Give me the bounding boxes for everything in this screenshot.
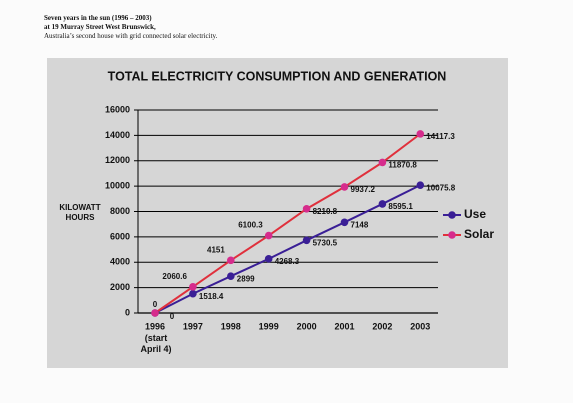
y-tick-label: 12000 xyxy=(105,155,130,165)
data-label: 8595.1 xyxy=(388,202,413,211)
data-label: 0 xyxy=(153,300,158,309)
data-label: 4151 xyxy=(207,245,225,254)
point xyxy=(340,218,349,227)
point xyxy=(416,181,425,189)
legend-marker xyxy=(448,211,456,219)
x-tick-label: 2002 xyxy=(372,321,392,331)
data-label: 5730.5 xyxy=(313,238,338,247)
series-line xyxy=(154,133,421,314)
data-label: 11870.8 xyxy=(388,160,417,169)
data-label: 7148 xyxy=(351,220,369,229)
y-tick-label: 0 xyxy=(125,307,130,317)
y-axis-label: HOURS xyxy=(66,213,96,222)
legend-label: Solar xyxy=(464,227,494,241)
point xyxy=(189,283,197,291)
data-label: 0 xyxy=(170,312,175,321)
data-label: 4268.3 xyxy=(275,257,300,266)
data-label: 10075.8 xyxy=(426,183,455,192)
header-address: at 19 Murray Street West Brunswick, xyxy=(44,23,156,31)
data-label: 1518.4 xyxy=(199,292,224,301)
point xyxy=(378,200,387,208)
data-label: 6100.3 xyxy=(238,221,263,230)
header-title: Seven years in the sun (1996 – 2003) xyxy=(44,14,152,22)
y-tick-label: 4000 xyxy=(110,257,130,267)
point xyxy=(340,183,349,191)
x-tick-label: 2000 xyxy=(297,321,317,331)
x-tick-label: 1999 xyxy=(259,321,279,331)
x-note: (start April 4) xyxy=(140,333,172,354)
point xyxy=(302,236,311,245)
point xyxy=(378,158,387,167)
point xyxy=(302,205,311,213)
point xyxy=(264,255,273,263)
data-label: 8210.8 xyxy=(313,207,338,216)
chart-title: TOTAL ELECTRICITY CONSUMPTION AND GENERA… xyxy=(108,69,447,83)
point xyxy=(227,256,235,265)
point xyxy=(227,272,235,281)
y-tick-label: 14000 xyxy=(105,130,130,140)
y-axis-label: KILOWATT xyxy=(59,203,100,212)
y-tick-label: 6000 xyxy=(110,231,130,241)
x-tick-label: 2003 xyxy=(410,321,430,331)
series-line xyxy=(154,184,421,314)
x-tick-label: 2001 xyxy=(334,321,354,331)
y-tick-label: 2000 xyxy=(110,282,130,292)
point xyxy=(416,130,425,138)
point xyxy=(264,231,273,240)
x-tick-label: 1996 xyxy=(145,321,165,331)
data-label: 14117.3 xyxy=(426,132,455,141)
data-label: 2899 xyxy=(237,274,255,283)
y-tick-label: 16000 xyxy=(105,104,130,114)
point xyxy=(189,289,197,298)
x-tick-label: 1997 xyxy=(183,321,203,331)
data-label: 9937.2 xyxy=(351,185,376,194)
point xyxy=(151,309,159,317)
legend-marker xyxy=(448,231,456,239)
data-label: 2060.6 xyxy=(162,272,187,281)
header-subtitle: Australia’s second house with grid conne… xyxy=(44,32,218,40)
x-tick-label: 1998 xyxy=(221,321,241,331)
legend-label: Use xyxy=(464,207,486,221)
y-tick-label: 10000 xyxy=(105,181,130,191)
y-tick-label: 8000 xyxy=(110,206,130,216)
